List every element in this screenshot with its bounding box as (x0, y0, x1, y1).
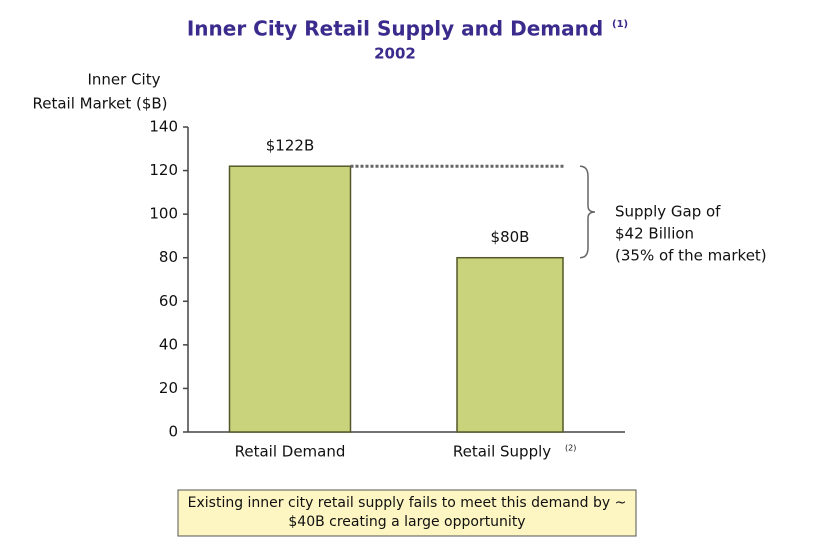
y-tick-label: 0 (168, 423, 178, 441)
y-tick-label: 80 (159, 248, 178, 266)
value-label: $122B (266, 137, 314, 155)
callout-text: Existing inner city retail supply fails … (188, 495, 627, 511)
y-tick-label: 40 (159, 335, 178, 353)
y-tick-label: 60 (159, 292, 178, 310)
y-axis-label: Inner City (87, 71, 160, 89)
gap-annotation: Supply Gap of (615, 203, 721, 221)
x-tick-label: Retail Demand (235, 443, 346, 461)
callout-box (177, 489, 637, 537)
gap-annotation: $42 Billion (615, 225, 694, 243)
bar (456, 256, 564, 433)
y-tick-label: 20 (159, 379, 178, 397)
chart-title: Inner City Retail Supply and Demand (187, 17, 603, 41)
callout-text: $40B creating a large opportunity (288, 514, 525, 530)
gap-brace (579, 165, 596, 259)
bar (228, 165, 352, 433)
gap-annotation: (35% of the market) (615, 247, 767, 265)
y-axis-label: Retail Market ($B) (32, 95, 167, 113)
title-note: (1) (612, 19, 628, 30)
y-tick-label: 140 (149, 118, 178, 136)
category-note: (2) (565, 444, 576, 453)
value-label: $80B (491, 228, 530, 246)
x-tick-label: Retail Supply (453, 443, 551, 461)
y-tick-label: 100 (149, 205, 178, 223)
chart-subtitle: 2002 (374, 45, 416, 63)
y-tick-label: 120 (149, 161, 178, 179)
